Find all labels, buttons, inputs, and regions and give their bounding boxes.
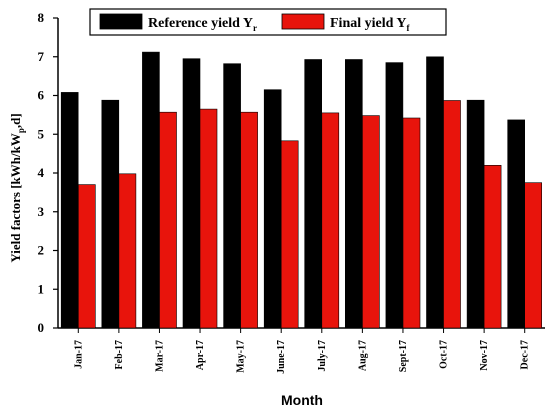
x-tick-label: Oct-17 [439, 340, 450, 369]
bar-reference-yield [426, 56, 444, 329]
x-tick-label: Mar-17 [155, 340, 166, 372]
bar-reference-yield [142, 51, 160, 329]
y-axis: 0 1 2 3 4 5 6 7 8 [38, 10, 58, 335]
bar-final-yield [443, 100, 461, 329]
legend-label-final: Final yield Yf [330, 16, 411, 33]
bar-final-yield [362, 115, 380, 329]
bars-layer [60, 51, 543, 329]
y-tick-label: 6 [38, 88, 45, 103]
y-tick-label: 3 [38, 204, 45, 219]
y-axis-title: Yield factors [kWh/kWp,d] [8, 113, 26, 262]
bar-final-yield [402, 117, 421, 329]
x-tick-label: Nov-17 [479, 340, 490, 371]
bar-final-yield [199, 108, 218, 329]
x-tick-label: Feb-17 [114, 340, 125, 369]
y-tick-label: 2 [38, 243, 45, 258]
bar-reference-yield [60, 92, 79, 329]
bar-reference-yield [507, 119, 526, 329]
y-tick-label: 0 [38, 320, 45, 335]
legend: Reference yield Yr Final yield Yf [89, 8, 447, 36]
x-tick-label: June-17 [276, 340, 287, 374]
y-tick-label: 7 [38, 49, 45, 64]
bar-reference-yield [101, 99, 120, 329]
bar-final-yield [321, 112, 340, 329]
legend-box [89, 8, 447, 36]
x-tick-label: Apr-17 [195, 340, 206, 370]
x-tick-label: Sept-17 [398, 340, 409, 372]
bar-final-yield [280, 140, 299, 329]
x-axis-title: Month [281, 392, 323, 408]
bar-reference-yield [344, 59, 363, 329]
x-tick-label: May-17 [236, 340, 247, 373]
x-tick-label: Jan-17 [73, 340, 84, 369]
y-tick-label: 1 [38, 281, 45, 296]
bar-reference-yield [263, 89, 282, 329]
bar-reference-yield [182, 58, 201, 329]
legend-swatch-reference [99, 13, 143, 30]
legend-swatch-final [281, 13, 325, 30]
bar-reference-yield [304, 59, 323, 329]
x-tick-label: Aug-17 [357, 340, 368, 371]
x-axis: Jan-17 Feb-17 Mar-17 Apr-17 May-17 June-17 Jul… [73, 328, 531, 374]
bar-final-yield [240, 111, 258, 329]
y-tick-label: 4 [38, 165, 45, 180]
bar-final-yield [159, 111, 177, 329]
bar-reference-yield [223, 63, 241, 329]
y-tick-label: 5 [38, 126, 45, 141]
bar-final-yield [524, 182, 543, 329]
bar-reference-yield [466, 99, 485, 329]
x-tick-label: July-17 [317, 340, 328, 372]
x-tick-label: Dec-17 [520, 340, 531, 369]
bar-reference-yield [385, 62, 404, 329]
y-tick-label: 8 [38, 10, 45, 25]
bar-final-yield [118, 173, 137, 329]
bar-final-yield [483, 165, 502, 329]
legend-label-reference: Reference yield Yr [148, 16, 257, 33]
bar-final-yield [78, 184, 96, 329]
